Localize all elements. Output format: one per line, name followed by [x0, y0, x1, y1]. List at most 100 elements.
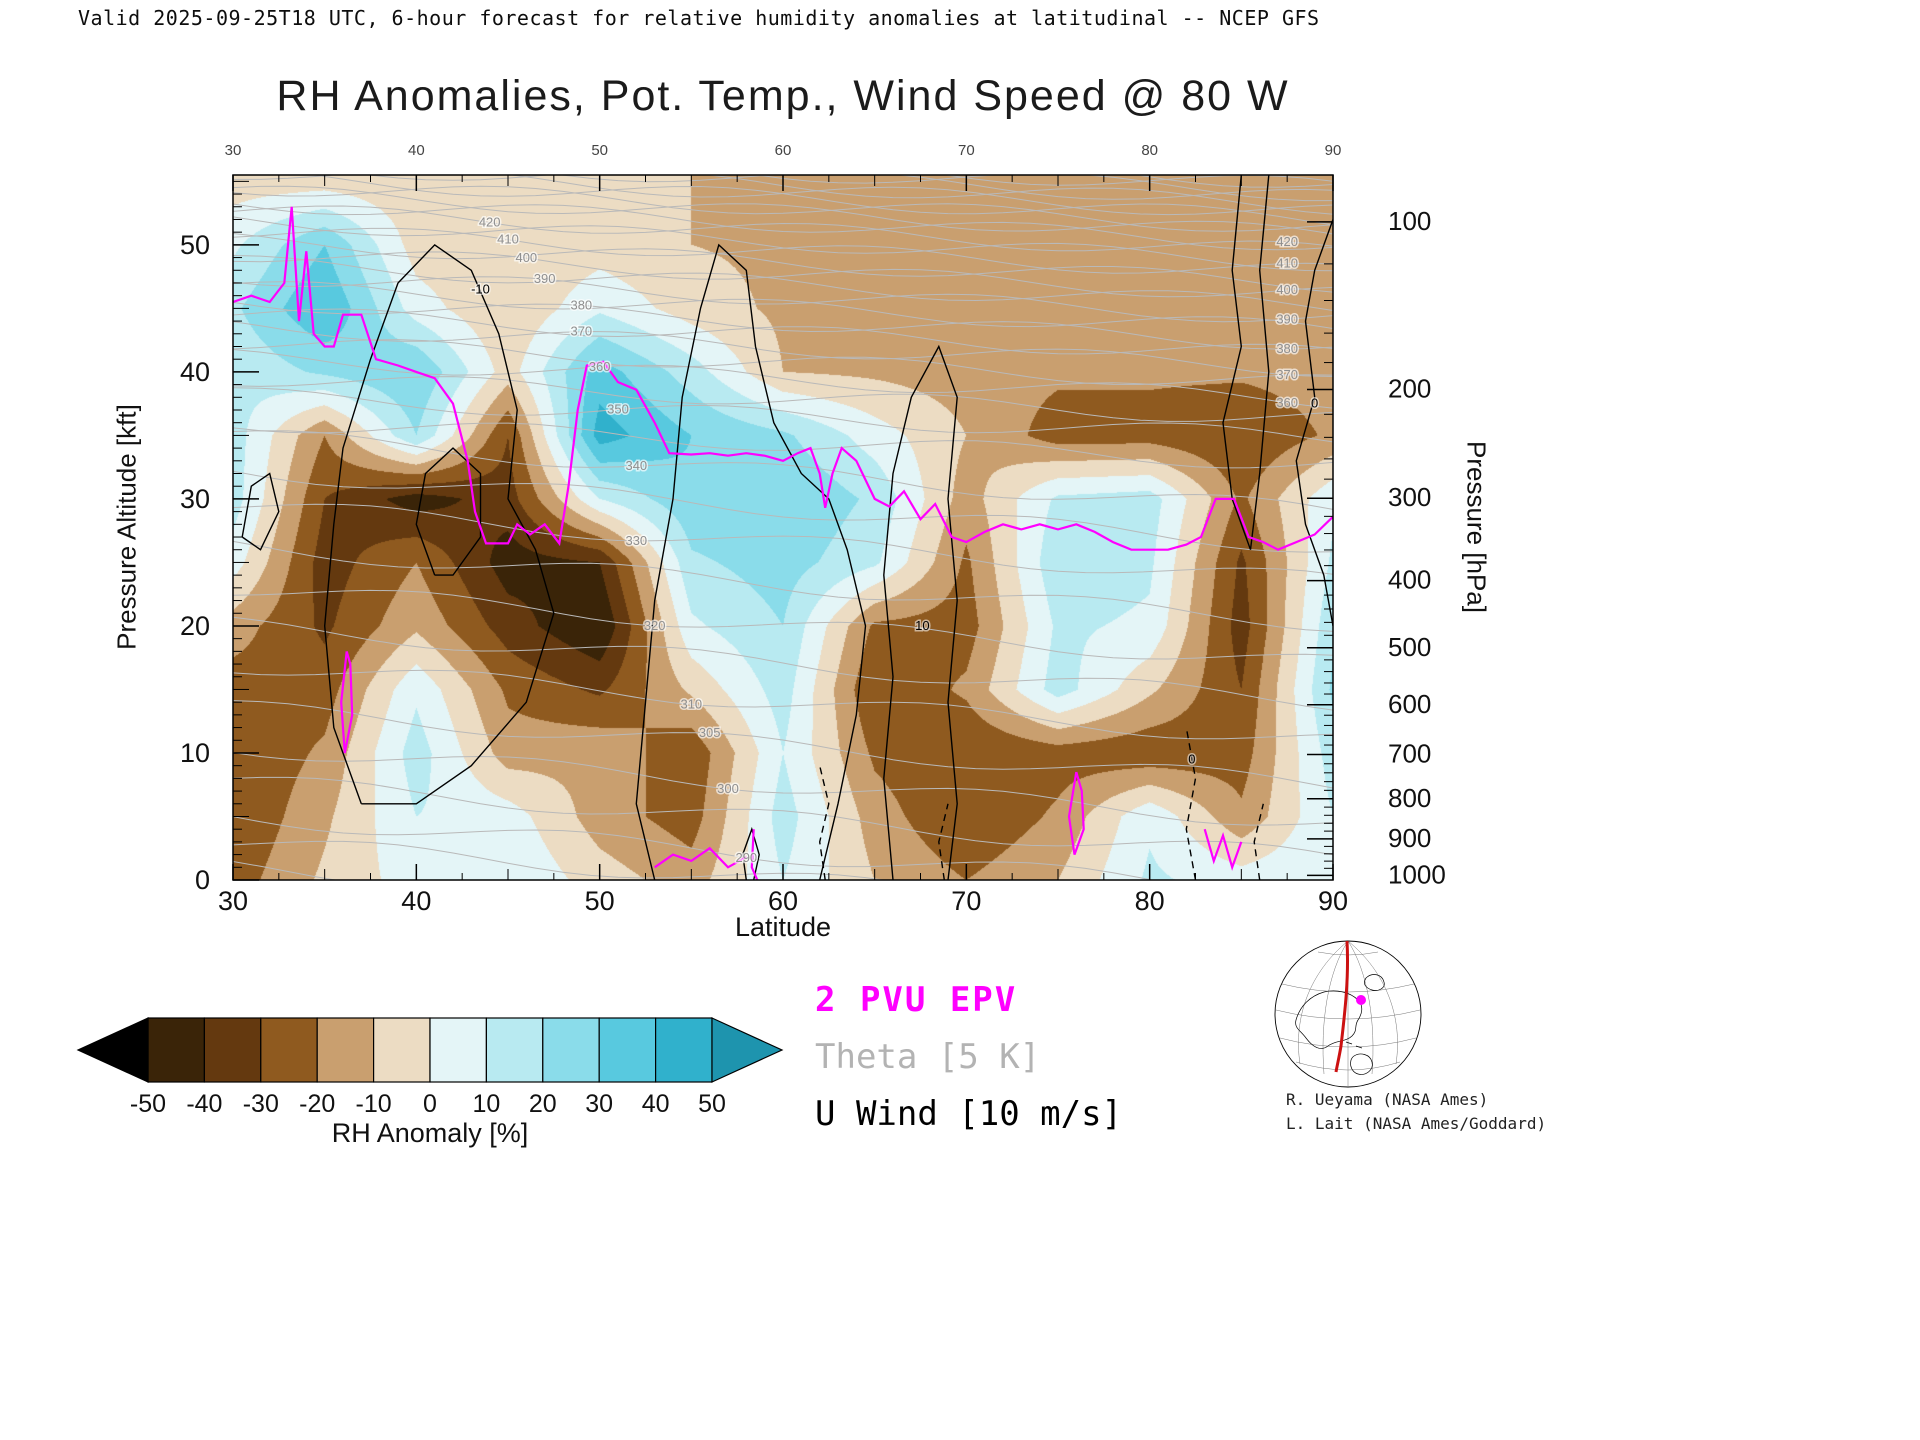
colorbar-cell [429, 1017, 488, 1083]
x-top-tick-label: 80 [1141, 142, 1158, 159]
epv-segment [1203, 828, 1243, 871]
epv-segment [654, 846, 747, 869]
colorbar-cell [373, 1017, 431, 1083]
theta-line [233, 301, 1333, 350]
x-tick-label: 60 [768, 886, 798, 916]
epv-segment [233, 206, 1333, 551]
colorbar-left-arrow [76, 1017, 149, 1083]
theta-line [233, 175, 1333, 216]
colorbar-tick-label: -20 [299, 1090, 335, 1118]
theta-line [233, 387, 1333, 443]
wind-line [1295, 219, 1333, 627]
wind-line [1185, 727, 1197, 880]
theta-line [233, 503, 1333, 575]
credit-line-1: R. Ueyama (NASA Ames) [1286, 1090, 1489, 1109]
theta-line [233, 669, 1333, 740]
x-tick-label: 90 [1318, 886, 1348, 916]
x-top-tick-label: 50 [591, 142, 608, 159]
theta-line [233, 255, 1333, 311]
rh-anomaly-heatmap [233, 175, 1333, 880]
inset-globe-map [1274, 940, 1422, 1088]
page-title: RH Anomalies, Pot. Temp., Wind Speed @ 8… [276, 72, 1290, 120]
theta-line [233, 700, 1333, 789]
y-right-tick-label: 500 [1388, 632, 1431, 662]
wind-line [241, 472, 280, 551]
meridian-80w-line [1334, 940, 1350, 1073]
credits: R. Ueyama (NASA Ames) L. Lait (NASA Ames… [1286, 1088, 1546, 1136]
x-tick-label: 70 [951, 886, 981, 916]
y-right-tick-label: 900 [1388, 823, 1431, 853]
y-left-tick-label: 10 [180, 738, 210, 768]
y-axis-left-title: Pressure Altitude [kft] [111, 404, 142, 650]
y-left-tick-label: 40 [180, 357, 210, 387]
legend: 2 PVU EPV Theta [5 K] U Wind [10 m/s] [815, 980, 1122, 1151]
theta-label: 390 [1276, 311, 1298, 326]
axis-tick-labels: 3030404050506060707080809090010203040501… [180, 142, 1446, 916]
epv-segment [340, 651, 354, 754]
theta-label: 400 [1276, 282, 1298, 297]
colorbar-tick-label: 40 [642, 1090, 670, 1118]
theta-label: 380 [570, 297, 592, 312]
continent-outlines [1295, 974, 1385, 1075]
theta-label: 370 [1276, 367, 1298, 382]
y-right-tick-label: 700 [1388, 739, 1431, 769]
wind-line [818, 765, 830, 880]
theta-label: 300 [717, 781, 739, 796]
theta-contours [233, 175, 1333, 880]
y-right-tick-label: 100 [1388, 206, 1431, 236]
y-right-tick-label: 300 [1388, 482, 1431, 512]
colorbar-tick-label: -10 [356, 1090, 392, 1118]
wind-line [741, 826, 760, 880]
theta-line [233, 251, 1333, 298]
colorbar-cell [147, 1017, 206, 1083]
theta-line [233, 616, 1333, 711]
y-left-tick-label: 20 [180, 611, 210, 641]
colorbar-tick-label: -40 [186, 1090, 222, 1118]
legend-item-1: Theta [5 K] [815, 1037, 1041, 1077]
wind-line [883, 344, 958, 880]
colorbar-cell [598, 1017, 657, 1083]
colorbar-cell [316, 1017, 375, 1083]
credit-line-2: L. Lait (NASA Ames/Goddard) [1286, 1114, 1547, 1133]
x-top-tick-label: 70 [958, 142, 975, 159]
colorbar: -50 -40 -30 -20 -10 0 10 20 30 40 50 [76, 1017, 784, 1118]
x-top-tick-label: 60 [775, 142, 792, 159]
wind-line [415, 447, 482, 576]
colorbar-cell [203, 1017, 262, 1083]
theta-label: 410 [497, 232, 519, 247]
wind-label: 10 [915, 618, 929, 633]
location-marker-dot [1356, 995, 1366, 1005]
x-tick-label: 30 [218, 886, 248, 916]
y-right-tick-label: 400 [1388, 565, 1431, 595]
y-left-tick-label: 50 [180, 230, 210, 260]
theta-line [233, 216, 1333, 272]
y-right-tick-label: 600 [1388, 689, 1431, 719]
colorbar-tick-label: 30 [585, 1090, 613, 1118]
theta-label: 350 [607, 401, 629, 416]
colorbar-cell [260, 1017, 318, 1083]
colorbar-cell [485, 1017, 544, 1083]
x-top-tick-label: 30 [225, 142, 242, 159]
theta-line [233, 776, 1333, 856]
theta-line [233, 589, 1333, 660]
theta-line [233, 321, 1333, 377]
theta-label: 410 [1276, 256, 1298, 271]
colorbar-tick-label: -50 [130, 1090, 166, 1118]
validity-header: Valid 2025-09-25T18 UTC, 6-hour forecast… [78, 6, 1320, 30]
theta-line [233, 281, 1333, 329]
colorbar-tick-label: 0 [423, 1090, 437, 1118]
theta-line [233, 185, 1333, 235]
plot-frame [232, 174, 1334, 881]
colorbar-cell [542, 1017, 600, 1083]
theta-label: 390 [534, 271, 556, 286]
theta-line [233, 752, 1333, 826]
colorbar-tick-label: 10 [472, 1090, 500, 1118]
colorbar-tick-label: -30 [243, 1090, 279, 1118]
epv-2pvu-line [233, 206, 1333, 880]
y-right-tick-label: 1000 [1388, 859, 1446, 889]
theta-label: 420 [479, 215, 501, 230]
theta-line [233, 203, 1333, 251]
graticule [1275, 940, 1421, 1087]
theta-label: 370 [570, 324, 592, 339]
